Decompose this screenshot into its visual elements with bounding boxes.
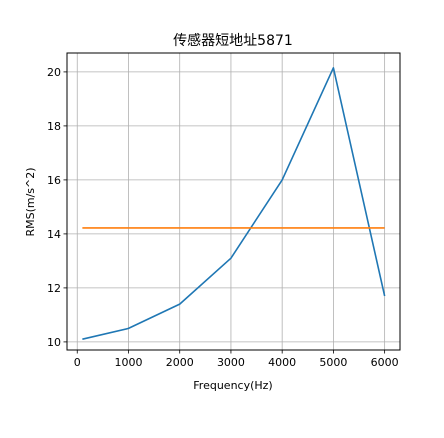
y-axis-label: RMS(m/s^2) [24,167,37,236]
series-line-1 [82,67,386,340]
y-tick-label: 12 [47,282,61,295]
y-tick-label: 20 [47,66,61,79]
series-layer [82,67,386,340]
x-axis-label: Frequency(Hz) [193,379,272,392]
x-tick-label: 3000 [217,356,245,369]
y-tick-label: 18 [47,120,61,133]
x-axis: 0 1000 2000 3000 4000 5000 6000 [74,350,399,369]
plot-frame [66,52,401,351]
y-tick-label: 10 [47,336,61,349]
x-tick-label: 1000 [114,356,142,369]
x-tick-label: 5000 [319,356,347,369]
x-tick-label: 6000 [371,356,399,369]
grid [67,53,400,350]
chart-title: 传感器短地址5871 [173,32,293,49]
y-axis: 10 12 14 16 18 20 [47,66,67,349]
x-tick-label: 2000 [166,356,194,369]
x-tick-label: 0 [74,356,81,369]
x-tick-label: 4000 [268,356,296,369]
y-tick-label: 16 [47,174,61,187]
y-tick-label: 14 [47,228,61,241]
